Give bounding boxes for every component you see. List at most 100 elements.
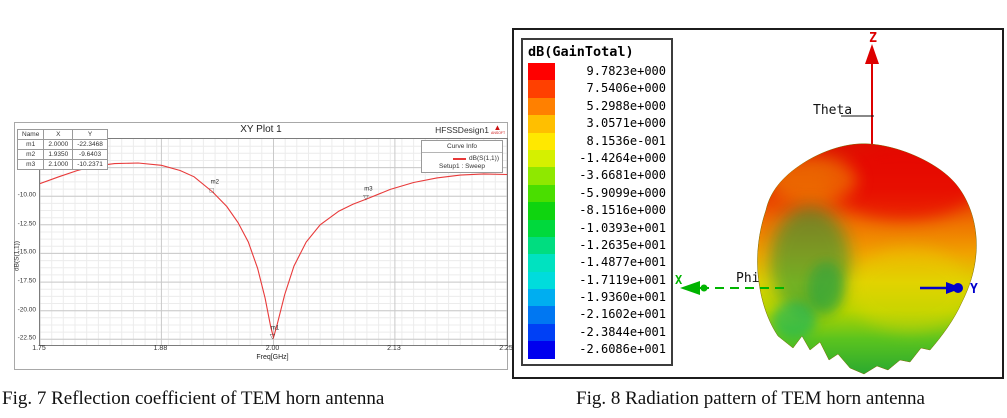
x-axis-title: Freq[GHz] bbox=[256, 354, 289, 361]
gain-legend-row: -1.9360e+001 bbox=[528, 289, 666, 307]
plot-header: XY Plot 1 HFSSDesign1 ▲ ANSOFT bbox=[15, 123, 507, 138]
gain-color-swatch bbox=[528, 132, 555, 150]
plot-canvas bbox=[40, 139, 507, 345]
marker-table-cell: m1 bbox=[16, 139, 45, 150]
gain-color-swatch bbox=[528, 115, 555, 133]
gain-legend-row: 7.5406e+000 bbox=[528, 80, 666, 98]
marker-table-header: Name bbox=[16, 129, 45, 140]
y-axis-3d-arrow: Y bbox=[920, 282, 978, 297]
gain-color-swatch bbox=[528, 341, 555, 359]
curve-info-series-row: dB(S(1,1)) bbox=[422, 153, 502, 162]
x-tick-label: 2.25 bbox=[499, 345, 513, 352]
gain-color-swatch bbox=[528, 167, 555, 185]
radiation-blob bbox=[757, 143, 977, 375]
marker-table-header: Y bbox=[72, 129, 108, 140]
design-label: HFSSDesign1 bbox=[435, 125, 489, 135]
gain-legend-row: 8.1536e-001 bbox=[528, 132, 666, 150]
gain-value: -1.4264e+000 bbox=[579, 150, 666, 165]
phi-axis-arrow: X Phi bbox=[675, 271, 786, 295]
gain-value: -1.7119e+001 bbox=[579, 272, 666, 287]
gain-value: -1.9360e+001 bbox=[579, 290, 666, 305]
y-tick-label: -12.50 bbox=[17, 220, 36, 228]
gain-color-swatch bbox=[528, 63, 555, 81]
gain-legend-row: 5.2988e+000 bbox=[528, 97, 666, 116]
radiation-pattern-3d: Z Theta X Phi bbox=[675, 31, 978, 375]
marker-table-cell: -9.6403 bbox=[72, 149, 108, 160]
gain-color-swatch bbox=[528, 289, 555, 307]
gain-value: 5.2988e+000 bbox=[586, 98, 666, 113]
gain-legend-row: 3.0571e+000 bbox=[528, 115, 666, 133]
gain-legend-row: -5.9099e+000 bbox=[528, 184, 666, 203]
marker-table-cell: -22.3468 bbox=[72, 139, 108, 150]
gain-color-swatch bbox=[528, 236, 555, 255]
gain-color-swatch bbox=[528, 323, 555, 342]
y-tick-label: -22.50 bbox=[17, 334, 36, 342]
gain-color-swatch bbox=[528, 149, 555, 168]
gain-color-swatch bbox=[528, 80, 555, 98]
gain-legend-row: -3.6681e+000 bbox=[528, 167, 666, 185]
gain-legend-row: -2.1602e+001 bbox=[528, 306, 666, 324]
gain-value: 7.5406e+000 bbox=[586, 81, 666, 96]
gain-legend-row: -1.0393e+001 bbox=[528, 219, 666, 237]
gain-value: 9.7823e+000 bbox=[586, 64, 666, 78]
gain-value: -2.3844e+001 bbox=[579, 324, 666, 339]
x-tick-label: 2.13 bbox=[387, 345, 401, 352]
marker-table-cell: m2 bbox=[16, 149, 45, 160]
series-label: dB(S(1,1)) bbox=[469, 155, 499, 162]
marker-table-row: m1 2.0000 -22.3468 bbox=[16, 139, 108, 150]
gain-value: 3.0571e+000 bbox=[586, 116, 666, 131]
gain-value: -2.6086e+001 bbox=[579, 342, 666, 357]
gain-legend-rows: 9.7823e+000 7.5406e+000 5.2988e+000 3.0571e… bbox=[528, 63, 666, 359]
gain-value: -2.1602e+001 bbox=[579, 307, 666, 322]
gain-legend-row: -8.1516e+000 bbox=[528, 202, 666, 220]
gain-value: -8.1516e+000 bbox=[579, 203, 666, 218]
marker-table-row: m3 2.1000 -10.2371 bbox=[16, 159, 108, 170]
marker-table-cell: -10.2371 bbox=[72, 159, 108, 170]
theta-label: Theta bbox=[813, 103, 852, 118]
gain-value: -3.6681e+000 bbox=[579, 168, 666, 183]
gain-color-swatch bbox=[528, 202, 555, 220]
ansoft-logo-text: ANSOFT bbox=[491, 131, 506, 135]
ansoft-triangle-icon: ▲ bbox=[493, 123, 502, 132]
gain-color-swatch bbox=[528, 219, 555, 237]
marker-table-cell: m3 bbox=[16, 159, 45, 170]
plot-grid-area bbox=[39, 138, 508, 346]
gain-legend-row: -1.4877e+001 bbox=[528, 254, 666, 272]
gain-value: 8.1536e-001 bbox=[586, 133, 666, 148]
marker-table-cell: 1.9350 bbox=[43, 149, 74, 160]
y-tick-label: -15.00 bbox=[17, 248, 36, 256]
phi-label: Phi bbox=[736, 271, 759, 286]
x-axis-3d-label: X bbox=[675, 273, 683, 287]
y-axis-title: dB(S(1,1)) bbox=[13, 241, 21, 271]
gain-legend-row: -1.2635e+001 bbox=[528, 236, 666, 255]
gain-value: -1.4877e+001 bbox=[579, 255, 666, 270]
gain-legend-row: 9.7823e+000 bbox=[528, 63, 666, 81]
series-color-swatch bbox=[453, 157, 467, 160]
marker-table-cell: 2.1000 bbox=[43, 159, 74, 170]
z-axis-arrow: Z Theta bbox=[813, 31, 879, 147]
y-tick-label: -17.50 bbox=[17, 277, 36, 285]
y-axis-3d-label: Y bbox=[970, 282, 978, 297]
fig8-radiation-pattern: dB(GainTotal) 9.7823e+000 7.5406e+000 5.29… bbox=[512, 28, 1004, 379]
gain-total-legend: dB(GainTotal) 9.7823e+000 7.5406e+000 5.29… bbox=[521, 38, 673, 366]
gain-legend-row: -1.4264e+000 bbox=[528, 149, 666, 168]
x-axis: 1.75 1.88 2.00 2.13 2.25 bbox=[32, 345, 513, 354]
gain-legend-row: -1.7119e+001 bbox=[528, 271, 666, 290]
plot-title: XY Plot 1 bbox=[240, 124, 282, 135]
gain-color-swatch bbox=[528, 306, 555, 324]
marker-table: Name X Y m1 2.0000 -22.3468 m2 1.9350 -9.6403 m3… bbox=[16, 129, 108, 170]
fig7-xy-plot: XY Plot 1 HFSSDesign1 ▲ ANSOFT ▽ m1 □ m2 ▽ m3… bbox=[13, 122, 513, 370]
series-sublabel: Setup1 : Sweep bbox=[439, 163, 485, 170]
x-tick-label: 2.00 bbox=[265, 345, 280, 352]
marker-table-row: m2 1.9350 -9.6403 bbox=[16, 149, 108, 160]
gain-value: -5.9099e+000 bbox=[579, 185, 666, 200]
marker-table-header-row: Name X Y bbox=[16, 129, 108, 140]
x-tick-label: 1.75 bbox=[32, 345, 46, 352]
gain-color-swatch bbox=[528, 254, 555, 272]
gain-legend-row: -2.3844e+001 bbox=[528, 323, 666, 342]
y-tick-label: -10.00 bbox=[17, 191, 36, 199]
fig7-caption: Fig. 7 Reflection coefficient of TEM hor… bbox=[2, 388, 385, 409]
y-tick-label: -20.00 bbox=[17, 306, 36, 314]
gain-value: -1.2635e+001 bbox=[579, 237, 666, 252]
x-tick-label: 1.88 bbox=[153, 345, 168, 352]
